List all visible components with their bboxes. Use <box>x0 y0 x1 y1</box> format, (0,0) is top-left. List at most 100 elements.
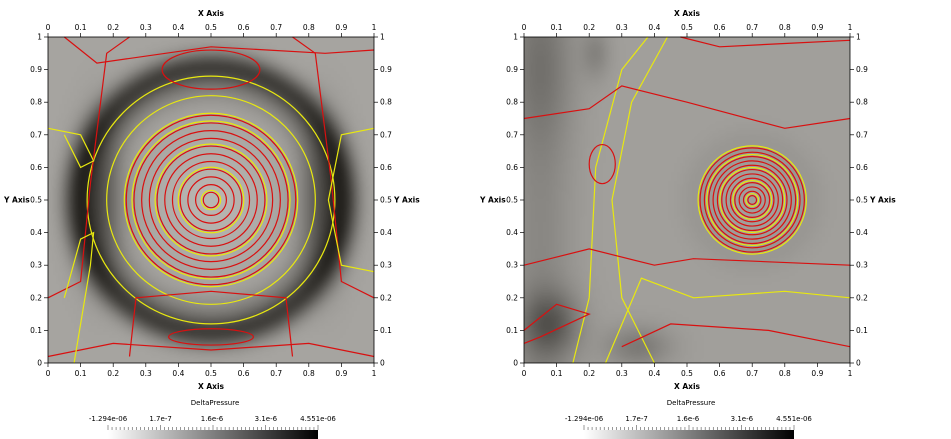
y-tick-label-right: 0 <box>380 359 385 368</box>
y-tick-label-right: 0.8 <box>856 98 868 107</box>
x-tick-label-top: 0 <box>522 23 527 32</box>
y-tick-label-right: 0.1 <box>380 326 392 335</box>
x-axis-title: X Axis <box>674 382 701 391</box>
red-contour-ring <box>164 153 258 247</box>
y-tick-label-right: 0.3 <box>380 261 392 270</box>
red-contour-ring <box>148 137 274 263</box>
red-contour-ring <box>738 186 766 214</box>
x-tick-label: 0.5 <box>681 369 693 378</box>
red-contour-ring <box>721 168 784 232</box>
x-tick-label-top: 0.2 <box>583 23 595 32</box>
y-tick-label: 1 <box>513 33 518 42</box>
x-tick-label: 0.1 <box>551 369 563 378</box>
yellow-contour-ring <box>732 180 773 220</box>
yellow-contour-ring <box>719 167 786 233</box>
y-tick-label-right: 1 <box>856 33 861 42</box>
x-tick-label: 0 <box>46 369 51 378</box>
red-contour-ring <box>712 160 792 240</box>
y-axis-title-right: Y Axis <box>869 196 896 205</box>
y-tick-label: 0 <box>513 359 518 368</box>
contour-lines <box>47 36 375 364</box>
field-heatmap <box>524 37 850 363</box>
y-tick-label: 0.8 <box>506 98 518 107</box>
y-tick-label: 0.1 <box>506 326 518 335</box>
yellow-contour-ring <box>131 120 291 280</box>
red-contour-ring <box>179 168 243 232</box>
x-tick-label: 0.4 <box>648 369 660 378</box>
colorbar-tick-label: 3.1e-6 <box>255 415 278 423</box>
y-tick-label: 0.9 <box>506 65 518 74</box>
x-tick-label: 0.1 <box>75 369 87 378</box>
y-tick-label-right: 0.6 <box>856 163 868 172</box>
y-tick-label: 0.3 <box>506 261 518 270</box>
red-contour-ring <box>133 122 289 278</box>
x-tick-label: 0 <box>522 369 527 378</box>
x-tick-label-top: 1 <box>848 23 853 32</box>
left-plot-svg: 000.10.10.20.20.30.30.40.40.50.50.60.60.… <box>3 9 420 439</box>
x-tick-label-top: 0.2 <box>107 23 119 32</box>
x-tick-label: 1 <box>372 369 377 378</box>
y-tick-label: 0.1 <box>30 326 42 335</box>
x-tick-label-top: 0.5 <box>205 23 217 32</box>
x-tick-label: 0.9 <box>335 369 347 378</box>
x-tick-label: 0.2 <box>107 369 119 378</box>
y-tick-label-right: 0.2 <box>856 293 868 302</box>
yellow-contour-mid <box>611 36 668 364</box>
red-contour-loop <box>588 143 616 185</box>
yellow-contour-ring <box>706 153 799 247</box>
x-tick-label: 0.9 <box>811 369 823 378</box>
x-tick-label: 0.8 <box>303 369 315 378</box>
y-tick-label: 0.9 <box>30 65 42 74</box>
yellow-contour-ring <box>86 75 336 325</box>
x-tick-label-top: 0.5 <box>681 23 693 32</box>
x-tick-label-top: 0.7 <box>270 23 282 32</box>
field-heatmap <box>48 37 374 363</box>
red-contour-ring <box>202 191 220 209</box>
y-axis-title: Y Axis <box>479 196 506 205</box>
x-tick-label-top: 0 <box>46 23 51 32</box>
yellow-contour-ring <box>177 166 245 234</box>
x-tick-label: 0.8 <box>779 369 791 378</box>
red-contour-top <box>680 36 851 48</box>
colorbar-title: DeltaPressure <box>191 399 240 407</box>
red-contour-ring <box>747 195 758 205</box>
red-contour-ring <box>742 190 762 210</box>
y-tick-label-right: 0 <box>856 359 861 368</box>
y-tick-label-right: 0.2 <box>380 293 392 302</box>
red-contour-bottom-band <box>47 342 375 358</box>
y-tick-label: 0.8 <box>30 98 42 107</box>
colorbar-tick-label: -1.294e-06 <box>565 415 604 423</box>
colorbar-tick-label: 4.551e-06 <box>776 415 812 423</box>
yellow-contour-left <box>47 127 95 169</box>
y-tick-label-right: 0.9 <box>856 65 868 74</box>
x-tick-label: 0.3 <box>616 369 628 378</box>
x-axis-title: X Axis <box>198 382 225 391</box>
red-contour-ring <box>194 183 228 217</box>
colorbar-tick-label: 3.1e-6 <box>731 415 754 423</box>
x-tick-label-top: 0.4 <box>172 23 184 32</box>
x-axis-title-top: X Axis <box>674 9 701 18</box>
y-tick-label-right: 0.5 <box>856 196 868 205</box>
contour-lines <box>523 36 851 364</box>
yellow-contour-lower <box>604 277 851 364</box>
colorbar-tick-label: 4.551e-06 <box>300 415 336 423</box>
red-contour-bottom <box>168 328 254 346</box>
yellow-contour-right <box>327 127 375 273</box>
red-contour-ring <box>699 147 805 253</box>
y-tick-label: 0.6 <box>30 163 42 172</box>
red-contour-ring <box>729 177 775 223</box>
red-contour-left <box>47 36 130 299</box>
red-contour-ring <box>708 155 797 245</box>
y-tick-label: 0.3 <box>30 261 42 270</box>
yellow-contour-ring <box>106 95 316 305</box>
red-contour-ring <box>141 130 281 270</box>
right-contour-plot: 0 0 0.1 0.1 0.2 0.2 0.3 0.3 0.4 0.4 0.5 0.5 0.6 0.6 0.… <box>476 0 951 439</box>
red-contour-top <box>161 49 261 90</box>
y-tick-label-right: 0.3 <box>856 261 868 270</box>
x-tick-label: 0.2 <box>583 369 595 378</box>
y-tick-label: 0.2 <box>30 293 42 302</box>
red-contour-top-band <box>63 36 375 64</box>
y-tick-label-right: 0.7 <box>856 130 868 139</box>
yellow-contour-left-lower <box>63 231 95 364</box>
y-tick-label: 0.7 <box>30 130 42 139</box>
